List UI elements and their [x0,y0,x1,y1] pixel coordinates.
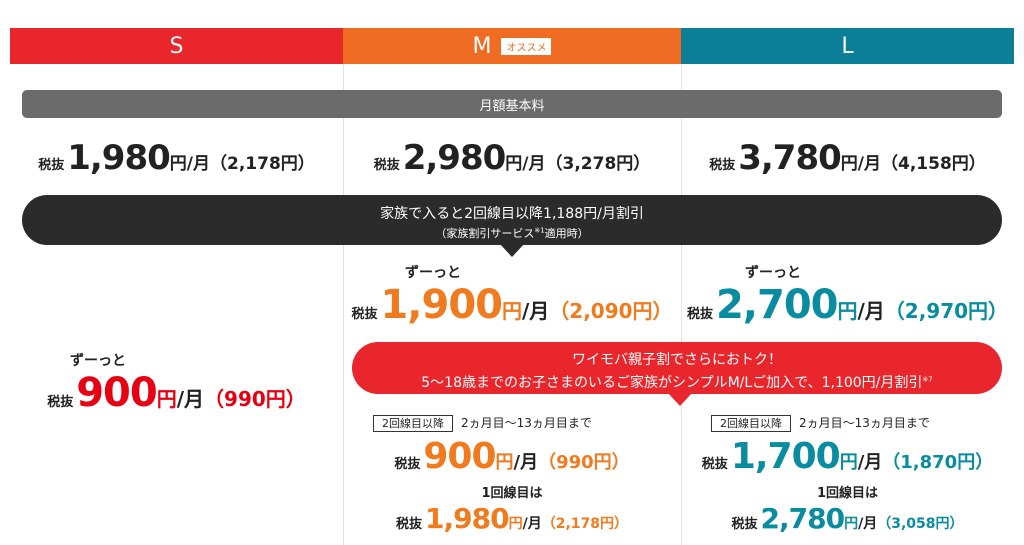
yen: 円 [156,387,177,411]
plan-header: S [10,28,343,64]
tax-label: 税抜 [351,307,378,322]
price: 税抜1,700円/月（1,870円） [681,436,1014,477]
price: 税抜2,980円/月（3,278円） [343,138,681,178]
tax-included: （990円） [538,452,630,473]
yen: 円 [495,452,514,473]
tax-included: （2,178円） [210,154,315,174]
plan-header: M オススメ [343,28,681,64]
plan-header: L [681,28,1014,64]
lead-text: ずーっと [405,265,461,281]
lead-text: ずーっと [70,353,126,369]
price-amount: 1,980 [425,502,510,535]
tax-label: 税抜 [709,158,736,173]
price: 税抜900円/月（990円） [343,436,681,477]
tax-label: 税抜 [686,307,713,322]
plan-name: M [472,33,492,59]
price: 税抜1,980円/月（2,178円） [10,138,343,178]
per-month: /月 [513,452,539,473]
recommend-badge: オススメ [501,37,552,55]
kids-text: 5〜18歳までのお子さまのいるご家族がシンプルM/Lご加入で、1,100円/月割… [352,372,1002,392]
plan-name: L [841,33,854,59]
price-amount: 900 [423,436,496,477]
family-text: 適用時） [544,227,589,240]
section-label: 月額基本料 [479,98,545,114]
note-mark: ※7 [922,375,933,384]
yen: 円 [844,516,859,532]
per-month: /月 [522,154,546,174]
period: 2ヵ月目〜13ヵ月目まで [461,416,592,430]
yen: 円 [840,154,858,174]
tax-included: （2,090円） [549,299,673,323]
tax-included: （1,870円） [882,452,994,473]
per-month: /月 [176,387,205,411]
bubble-pointer [668,393,692,406]
per-month: /月 [857,154,881,174]
yen: 円 [839,452,858,473]
column-divider [681,64,682,545]
yen: 円 [505,154,523,174]
section-bar: 月額基本料 [22,90,1002,118]
period: 2ヵ月目〜13ヵ月目まで [799,416,930,430]
per-month: /月 [857,452,883,473]
yen: 円 [508,516,523,532]
price-amount: 2,980 [402,138,507,178]
yen: 円 [837,299,858,323]
family-text: 家族で入ると2回線目以降1,188円/月割引 [380,206,644,222]
tax-label: 税抜 [701,457,728,472]
price: 税抜1,900円/月（2,090円） [343,282,681,328]
note-mark: ※1 [534,226,545,235]
period-row: 2回線目以降 2ヵ月目〜13ヵ月目まで [373,414,592,432]
first-line-label: 1回線目は [481,486,543,501]
price-amount: 2,780 [760,502,846,535]
tax-included: （3,058円） [877,516,964,532]
bubble-pointer [500,244,524,257]
tax-label: 税抜 [394,457,421,472]
price: 税抜2,700円/月（2,970円） [681,282,1014,328]
tax-label: 税抜 [47,395,74,410]
per-month: /月 [186,154,210,174]
tax-label: 税抜 [38,158,65,173]
family-text: （家族割引サービス※1適用時） [22,225,1002,241]
tax-label: 税抜 [373,158,400,173]
price-amount: 1,900 [380,282,503,328]
yen: 円 [501,299,522,323]
tax-label: 税抜 [731,517,758,532]
yen: 円 [169,154,187,174]
price: 税抜900円/月（990円） [10,370,343,416]
price-amount: 1,980 [67,138,171,178]
per-month: /月 [521,299,550,323]
tax-included: （2,178円） [541,516,628,532]
price: 税抜3,780円/月（4,158円） [681,138,1014,178]
plan-name: S [169,33,184,59]
per-month: /月 [857,299,885,323]
tax-included: （3,278円） [545,154,651,174]
tax-included: （4,158円） [881,154,986,174]
price-amount: 2,700 [715,282,839,328]
kids-bubble: ワイモバ親子割でさらにおトク！ 5〜18歳までのお子さまのいるご家族がシンプルM… [352,342,1002,394]
kids-text: ワイモバ親子割でさらにおトク！ [572,352,782,368]
column-divider [343,64,344,545]
family-bubble: 家族で入ると2回線目以降1,188円/月割引 （家族割引サービス※1適用時） [22,195,1002,245]
first-line-label: 1回線目は [816,486,879,501]
family-text: （家族割引サービス [435,227,535,240]
line-badge: 2回線目以降 [711,415,791,432]
tax-label: 税抜 [395,517,422,532]
price-amount: 900 [76,370,157,416]
kids-text: 5〜18歳までのお子さまのいるご家族がシンプルM/Lご加入で、1,100円/月割… [421,375,923,391]
per-month: /月 [522,516,542,532]
tax-included: （990円） [204,387,306,411]
period-row: 2回線目以降 2ヵ月目〜13ヵ月目まで [711,414,930,432]
line-badge: 2回線目以降 [373,415,453,432]
price-amount: 3,780 [738,138,842,178]
per-month: /月 [858,516,878,532]
tax-included: （2,970円） [884,299,1009,323]
price-amount: 1,700 [730,436,841,477]
lead-text: ずーっと [745,265,801,281]
price: 税抜 2,780円/月（3,058円） [681,502,1014,535]
